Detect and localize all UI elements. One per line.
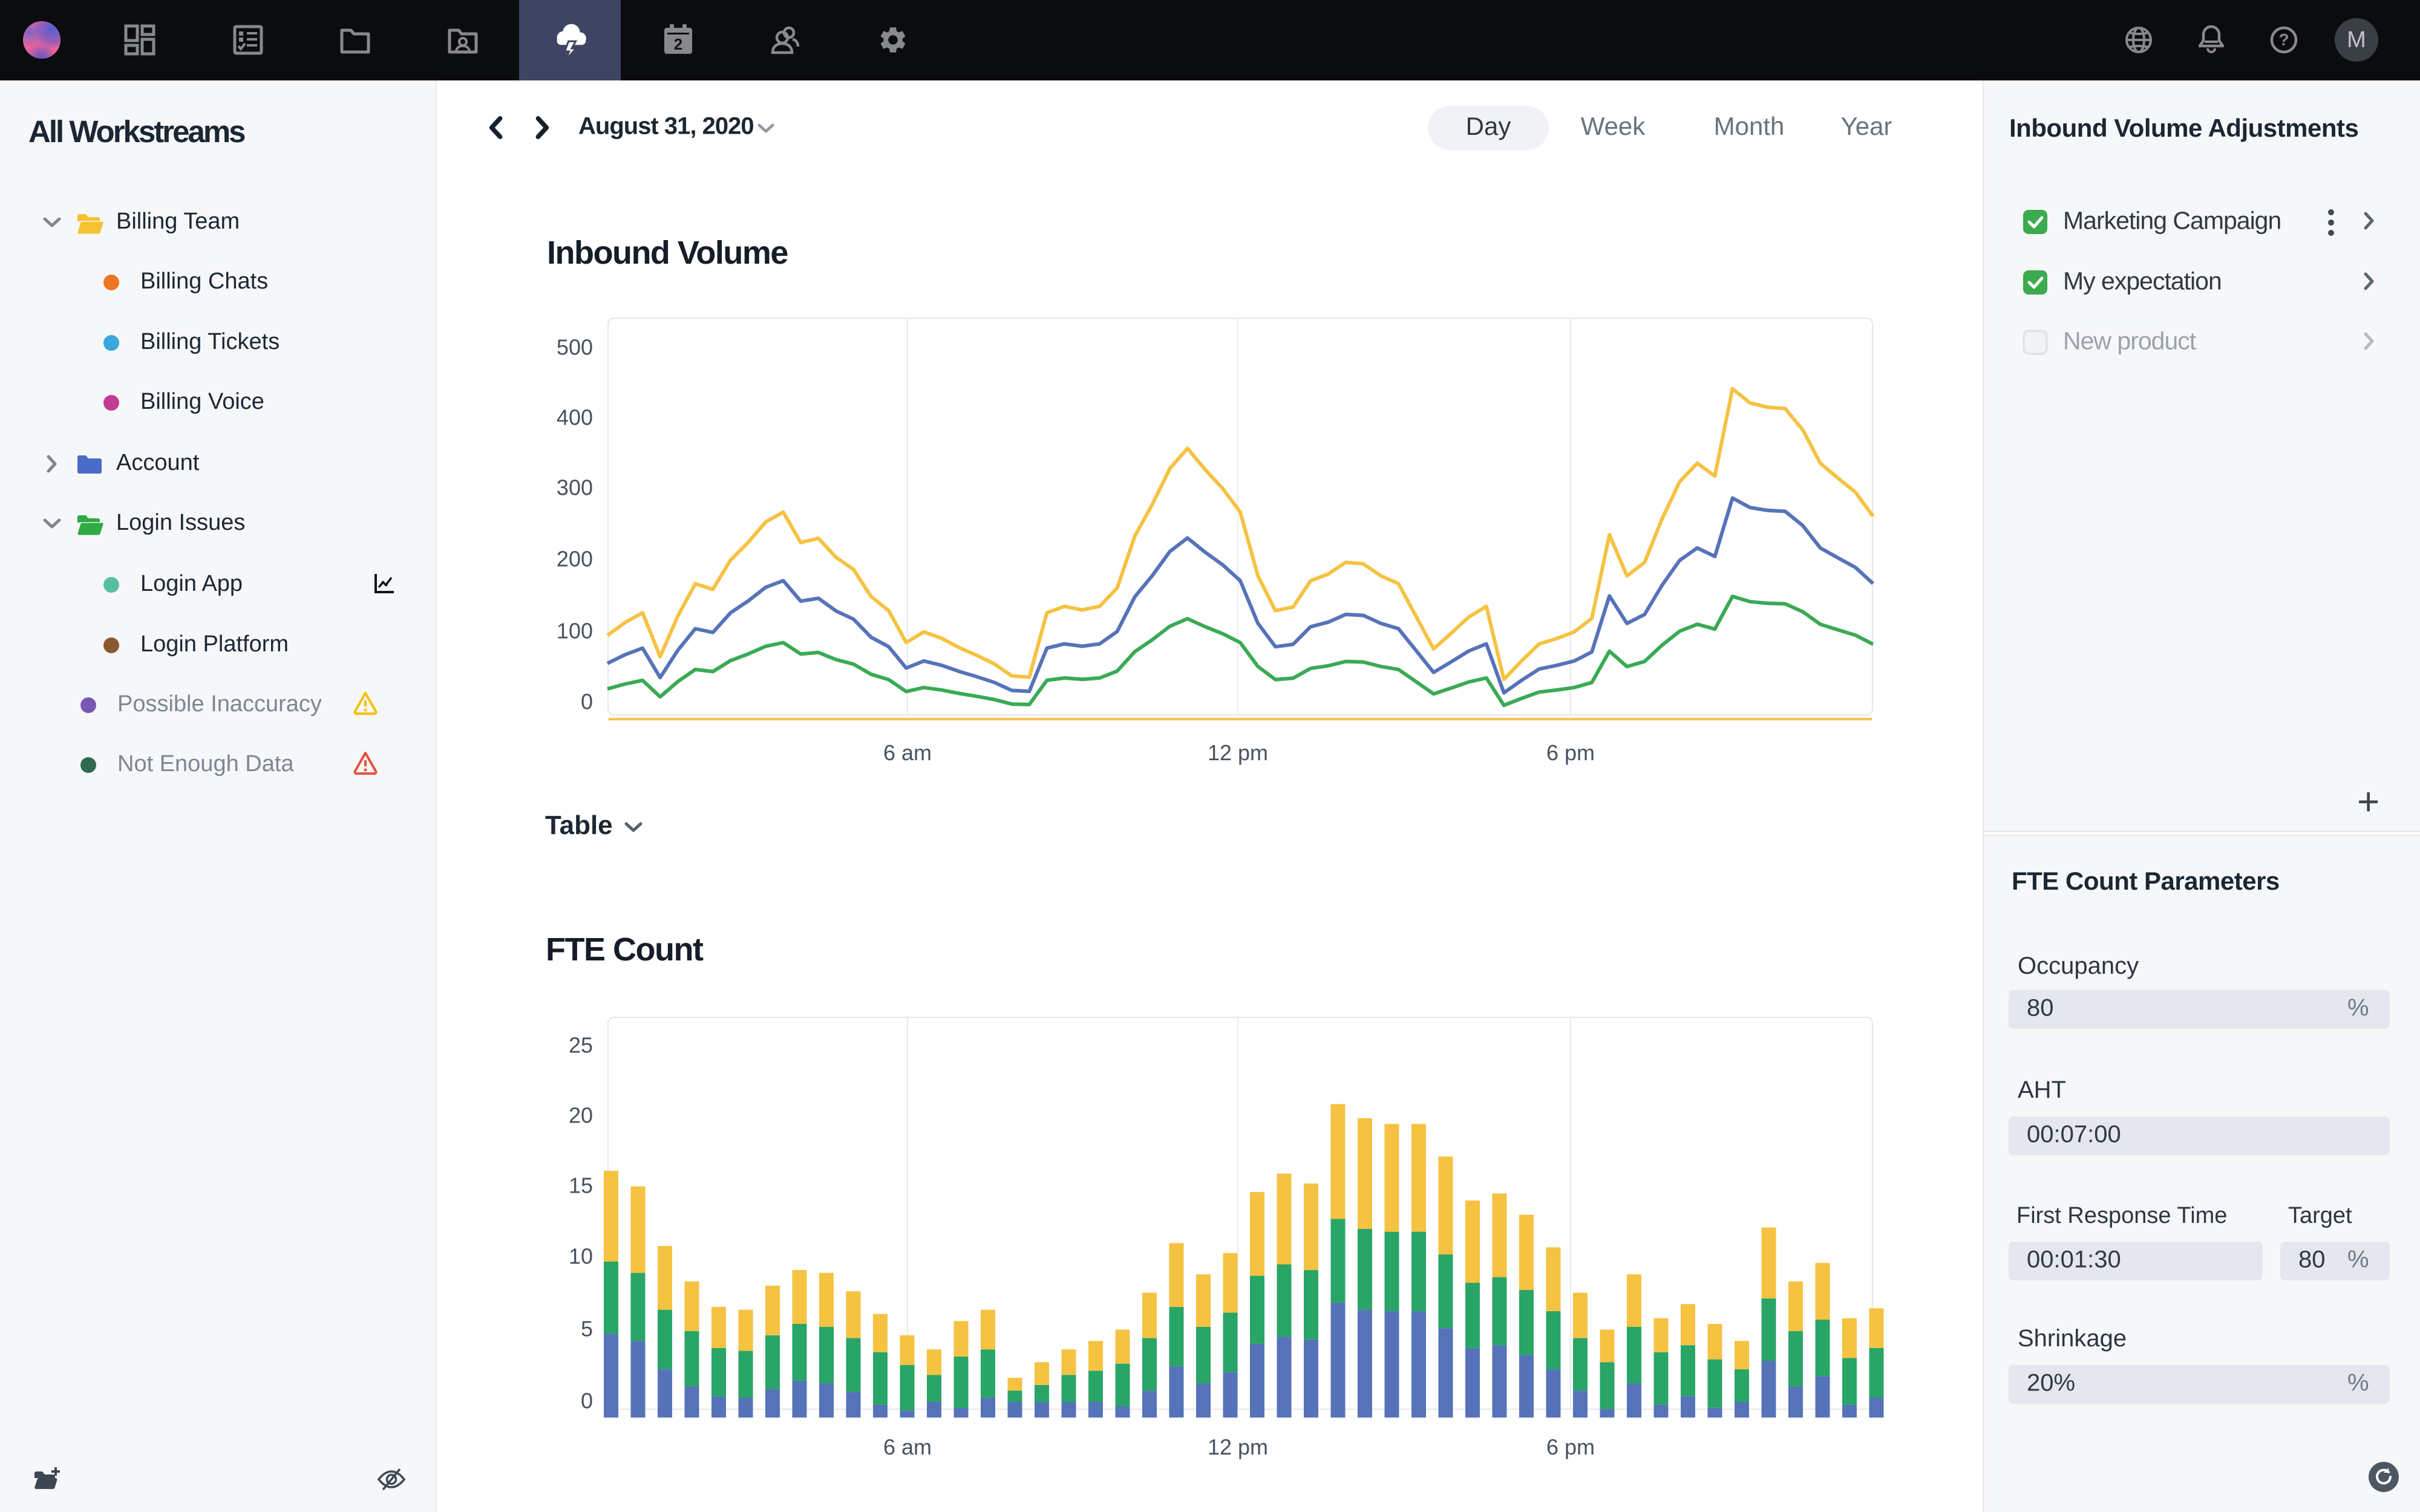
svg-text:2: 2 [674,35,682,53]
svg-text:?: ? [2278,30,2289,49]
